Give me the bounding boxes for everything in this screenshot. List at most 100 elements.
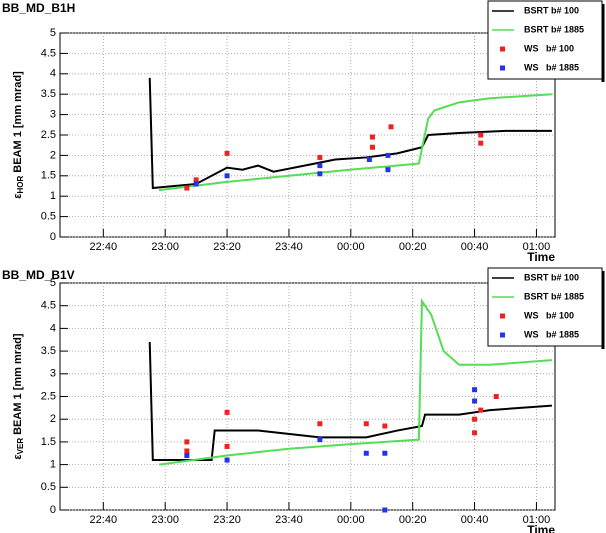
ws-point [369,144,375,150]
y-label-sub: HOR [16,176,25,194]
ws-point [366,156,372,162]
x-tick-label: 01:00 [523,241,551,253]
x-tick-label: 00:20 [399,241,427,253]
series-line [158,298,552,466]
legend-label: WS b# 100 [524,43,574,53]
ws-point [184,448,190,454]
x-tick-label: 23:40 [275,514,303,526]
x-tick-label: 00:00 [337,514,365,526]
series-line [158,93,552,192]
ws-point [385,167,391,173]
y-tick-label: 5 [50,277,56,289]
legend-label: BSRT b# 100 [524,272,579,282]
x-tick-label: 23:20 [213,514,241,526]
x-tick-label: 00:40 [461,241,489,253]
ws-point [478,132,484,138]
y-tick-label: 2 [50,413,56,425]
ws-point [224,150,230,156]
x-tick-label: 23:40 [275,241,303,253]
y-tick-label: 1 [50,190,56,202]
ws-point [224,443,230,449]
ws-point [369,134,375,140]
series-line [148,341,552,462]
x-tick-label: 23:20 [213,241,241,253]
ws-point [382,423,388,429]
y-tick-label: 2.5 [41,129,56,141]
ws-point [478,140,484,146]
ws-point [193,181,199,187]
y-tick-label: 1.5 [41,170,56,182]
ws-point [224,173,230,179]
y-label-symbol: ε [12,193,24,199]
x-tick-label: 00:00 [337,241,365,253]
y-tick-label: 0.5 [41,481,56,493]
legend-label: WS b# 1885 [524,62,579,72]
ws-point [363,421,369,427]
ws-point [478,407,484,413]
y-label-rest: BEAM 1 [mm mrad] [12,333,24,435]
x-tick-label: 01:00 [523,514,551,526]
y-tick-label: 0 [50,231,56,243]
legend-label: BSRT b# 1885 [524,291,584,301]
legend-swatch [500,332,505,338]
x-tick-label: 00:40 [461,514,489,526]
ws-point [317,421,323,427]
y-tick-label: 5 [50,27,56,39]
y-tick-label: 2.5 [41,390,56,402]
chart-title: BB_MD_B1H [2,1,75,15]
y-tick-label: 4 [50,68,56,80]
legend-label: WS b# 1885 [524,329,579,339]
ws-point [472,430,478,436]
ws-point [184,439,190,445]
ws-point [472,416,478,422]
y-tick-label: 4.5 [41,47,56,59]
y-tick-label: 3.5 [41,345,56,357]
ws-point [184,453,190,459]
y-label-symbol: ε [12,454,24,460]
x-tick-label: 00:20 [399,514,427,526]
ws-point [317,163,323,169]
x-tick-label: 22:40 [90,241,118,253]
ws-point [385,152,391,158]
ws-point [472,398,478,404]
series-line [148,77,552,190]
ws-point [493,394,499,399]
ws-point [382,450,388,456]
y-axis-label: εVER BEAM 1 [mm mrad] [12,333,25,459]
ws-point [388,124,394,130]
ws-point [363,450,369,456]
ws-point [317,171,323,177]
ws-point [184,185,190,191]
y-axis-label: εHOR BEAM 1 [mm mrad] [12,71,25,199]
ws-point [224,457,230,463]
y-tick-label: 0.5 [41,211,56,223]
y-label-sub: VER [16,438,25,455]
legend-swatch [500,46,505,52]
ws-point [193,177,199,183]
y-label-rest: BEAM 1 [mm mrad] [12,71,24,173]
y-tick-label: 1 [50,459,56,471]
y-tick-label: 2 [50,149,56,161]
y-tick-label: 4.5 [41,300,56,312]
ws-point [317,154,323,160]
ws-point [382,507,388,513]
ws-point [472,387,478,393]
legend-label: BSRT b# 1885 [524,24,584,34]
legend-box [487,267,603,347]
legend-swatch [500,313,505,319]
x-tick-label: 22:40 [90,514,118,526]
y-tick-label: 0 [50,504,56,516]
y-tick-label: 4 [50,322,56,334]
chart-title: BB_MD_B1V [2,268,75,282]
y-tick-label: 3.5 [41,88,56,100]
y-tick-label: 1.5 [41,436,56,448]
x-tick-label: 23:00 [151,241,179,253]
x-axis-label: Time [527,250,555,264]
y-tick-label: 3 [50,368,56,380]
ws-point [317,437,323,443]
legend-label: BSRT b# 100 [524,5,579,15]
legend-swatch [500,65,505,71]
x-axis-label: Time [527,523,555,533]
ws-point [224,409,230,415]
